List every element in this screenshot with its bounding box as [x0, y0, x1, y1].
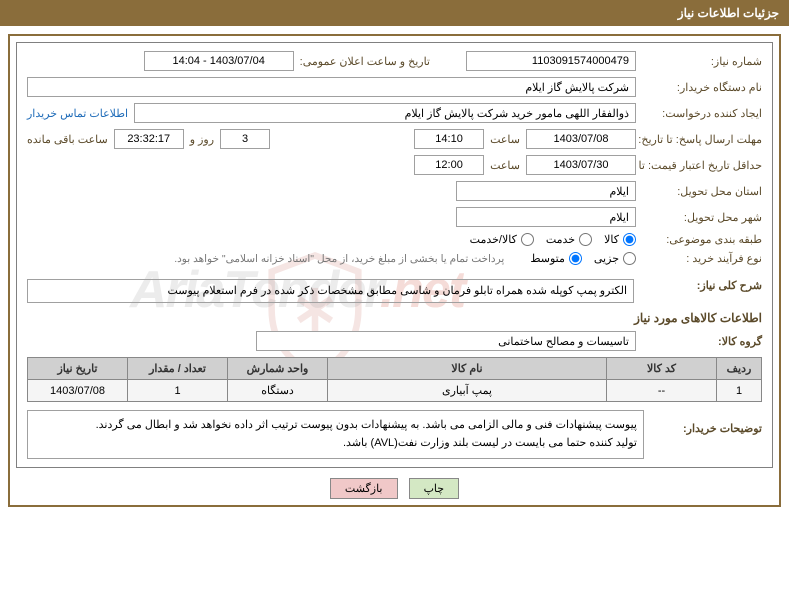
field-delivery-province: ایلام	[456, 181, 636, 201]
field-buyer-notes: پیوست پیشنهادات فنی و مالی الزامی می باش…	[27, 410, 644, 459]
label-buyer-org: نام دستگاه خریدار:	[642, 81, 762, 94]
radio-service-input[interactable]	[579, 233, 592, 246]
radio-minor[interactable]: جزیی	[594, 252, 636, 265]
label-days-and: روز و	[190, 133, 214, 146]
label-delivery-province: استان محل تحویل:	[642, 185, 762, 198]
action-buttons: چاپ بازگشت	[16, 478, 773, 499]
back-button[interactable]: بازگشت	[330, 478, 398, 499]
radio-goods-service-label: کالا/خدمت	[470, 233, 517, 246]
buyer-notes-line1: پیوست پیشنهادات فنی و مالی الزامی می باش…	[34, 417, 637, 435]
field-item-group: تاسیسات و مصالح ساختمانی	[256, 331, 636, 351]
items-table: ردیف کد کالا نام کالا واحد شمارش تعداد /…	[27, 357, 762, 402]
td-item-name: پمپ آبیاری	[328, 380, 607, 402]
radio-goods-input[interactable]	[623, 233, 636, 246]
label-response-deadline: مهلت ارسال پاسخ: تا تاریخ:	[642, 133, 762, 146]
label-announce-datetime: تاریخ و ساعت اعلان عمومی:	[300, 55, 430, 68]
main-frame: شماره نیاز: 1103091574000479 تاریخ و ساع…	[8, 34, 781, 507]
radio-service[interactable]: خدمت	[546, 233, 592, 246]
table-header-row: ردیف کد کالا نام کالا واحد شمارش تعداد /…	[28, 358, 762, 380]
field-price-validity-date: 1403/07/30	[526, 155, 636, 175]
label-purchase-type: نوع فرآیند خرید :	[642, 252, 762, 265]
label-delivery-city: شهر محل تحویل:	[642, 211, 762, 224]
td-need-date: 1403/07/08	[28, 380, 128, 402]
th-item-name: نام کالا	[328, 358, 607, 380]
field-countdown: 23:32:17	[114, 129, 184, 149]
field-announce-datetime: 14:04 - 1403/07/04	[144, 51, 294, 71]
print-button[interactable]: چاپ	[409, 478, 460, 499]
label-requester: ایجاد کننده درخواست:	[642, 107, 762, 120]
th-row-no: ردیف	[717, 358, 762, 380]
radio-service-label: خدمت	[546, 233, 575, 246]
th-item-code: کد کالا	[607, 358, 717, 380]
page-header: جزئیات اطلاعات نیاز	[0, 0, 789, 26]
td-item-code: --	[607, 380, 717, 402]
label-item-group: گروه کالا:	[642, 335, 762, 348]
details-panel: شماره نیاز: 1103091574000479 تاریخ و ساع…	[16, 42, 773, 468]
label-category: طبقه بندی موضوعی:	[642, 233, 762, 246]
radio-goods-service-input[interactable]	[521, 233, 534, 246]
th-qty: تعداد / مقدار	[128, 358, 228, 380]
payment-note: پرداخت تمام یا بخشی از مبلغ خرید، از محل…	[174, 253, 504, 265]
buyer-notes-line2: تولید کننده حتما می بایست در لیست بلند و…	[34, 435, 637, 453]
radio-medium-input[interactable]	[569, 252, 582, 265]
radio-medium-label: متوسط	[530, 252, 565, 265]
field-response-date: 1403/07/08	[526, 129, 636, 149]
field-price-validity-time: 12:00	[414, 155, 484, 175]
field-requester: ذوالفقار اللهی مامور خرید شرکت پالایش گا…	[134, 103, 636, 123]
label-time-2: ساعت	[490, 159, 520, 172]
label-need-summary: شرح کلی نیاز:	[642, 279, 762, 292]
td-unit: دستگاه	[228, 380, 328, 402]
table-row: 1 -- پمپ آبیاری دستگاه 1 1403/07/08	[28, 380, 762, 402]
field-buyer-org: شرکت پالایش گاز ایلام	[27, 77, 636, 97]
field-request-no: 1103091574000479	[466, 51, 636, 71]
label-buyer-notes: توضیحات خریدار:	[652, 410, 762, 435]
label-time-1: ساعت	[490, 133, 520, 146]
radio-medium[interactable]: متوسط	[530, 252, 582, 265]
field-days-remaining: 3	[220, 129, 270, 149]
td-row-no: 1	[717, 380, 762, 402]
label-request-no: شماره نیاز:	[642, 55, 762, 68]
td-qty: 1	[128, 380, 228, 402]
th-need-date: تاریخ نیاز	[28, 358, 128, 380]
field-response-time: 14:10	[414, 129, 484, 149]
radio-minor-input[interactable]	[623, 252, 636, 265]
category-radio-group: کالا خدمت کالا/خدمت	[470, 233, 636, 246]
contact-buyer-link[interactable]: اطلاعات تماس خریدار	[27, 107, 128, 120]
radio-minor-label: جزیی	[594, 252, 619, 265]
label-remaining: ساعت باقی مانده	[27, 133, 108, 146]
radio-goods-label: کالا	[604, 233, 619, 246]
items-section-title: اطلاعات کالاهای مورد نیاز	[27, 311, 762, 325]
field-need-summary: الکترو پمپ کوپله شده همراه تابلو فرمان و…	[27, 279, 634, 303]
radio-goods-service[interactable]: کالا/خدمت	[470, 233, 534, 246]
field-delivery-city: ایلام	[456, 207, 636, 227]
label-price-validity: حداقل تاریخ اعتبار قیمت: تا تاریخ:	[642, 159, 762, 172]
th-unit: واحد شمارش	[228, 358, 328, 380]
radio-goods[interactable]: کالا	[604, 233, 636, 246]
purchase-type-radio-group: جزیی متوسط	[530, 252, 636, 265]
